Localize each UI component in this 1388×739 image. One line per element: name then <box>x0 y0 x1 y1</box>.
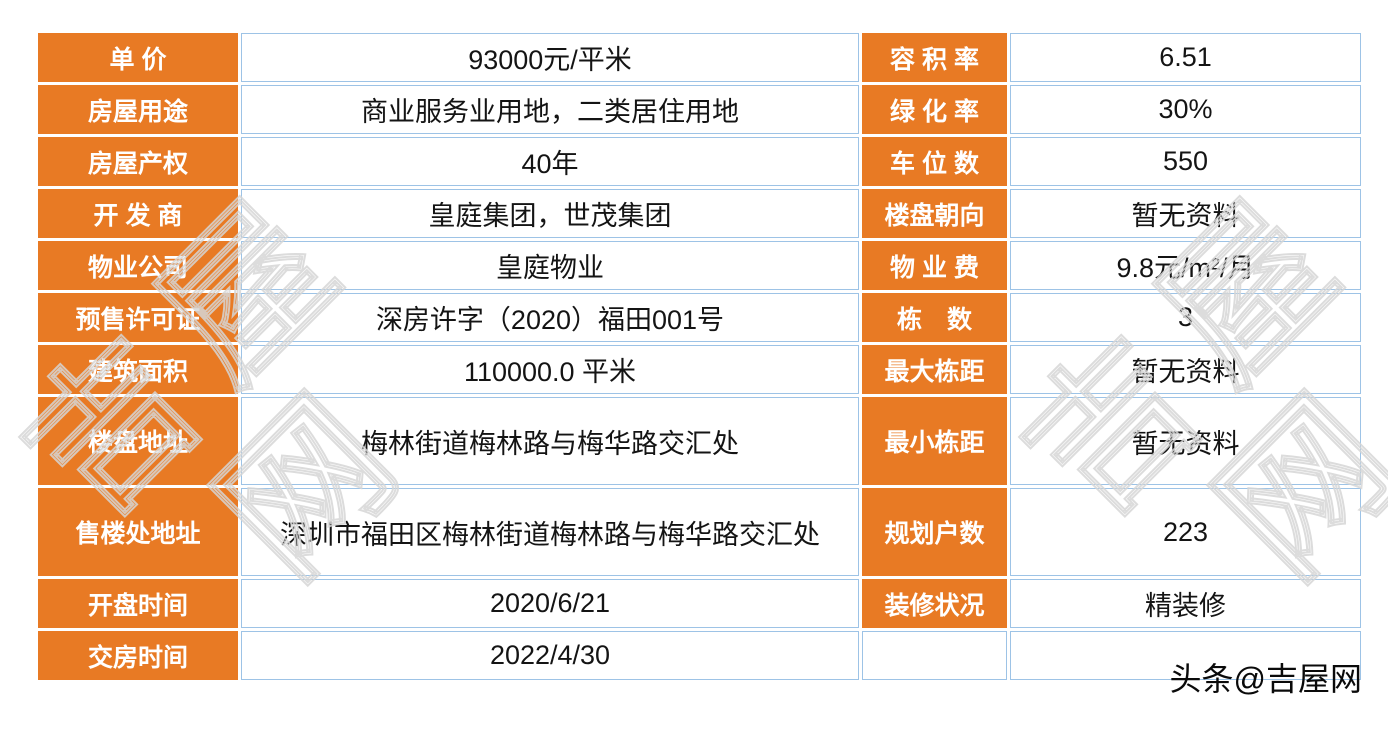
value-cell: 梅林街道梅林路与梅华路交汇处 <box>241 397 859 485</box>
table-row: 预售许可证 深房许字（2020）福田001号 栋 数 3 <box>38 293 1361 342</box>
value-cell: 暂无资料 <box>1010 397 1361 485</box>
value-cell: 93000元/平米 <box>241 33 859 82</box>
table-row: 交房时间 2022/4/30 <box>38 631 1361 680</box>
value-cell: 40年 <box>241 137 859 186</box>
label-cell: 房屋用途 <box>38 85 238 134</box>
label-cell: 售楼处地址 <box>38 488 238 576</box>
value-cell: 9.8元/m²/月 <box>1010 241 1361 290</box>
value-cell: 精装修 <box>1010 579 1361 628</box>
label-cell: 最大栋距 <box>862 345 1007 394</box>
value-cell: 6.51 <box>1010 33 1361 82</box>
label-cell: 装修状况 <box>862 579 1007 628</box>
property-info-table: 单 价 93000元/平米 容 积 率 6.51 房屋用途 商业服务业用地，二类… <box>35 30 1364 683</box>
value-cell: 深圳市福田区梅林街道梅林路与梅华路交汇处 <box>241 488 859 576</box>
value-cell: 皇庭物业 <box>241 241 859 290</box>
label-cell: 楼盘朝向 <box>862 189 1007 238</box>
value-cell: 暂无资料 <box>1010 189 1361 238</box>
label-cell: 最小栋距 <box>862 397 1007 485</box>
label-cell: 车 位 数 <box>862 137 1007 186</box>
label-cell: 规划户数 <box>862 488 1007 576</box>
table-row: 单 价 93000元/平米 容 积 率 6.51 <box>38 33 1361 82</box>
value-cell: 3 <box>1010 293 1361 342</box>
value-cell: 110000.0 平米 <box>241 345 859 394</box>
label-cell: 物 业 费 <box>862 241 1007 290</box>
label-cell: 单 价 <box>38 33 238 82</box>
label-cell: 建筑面积 <box>38 345 238 394</box>
empty-cell <box>1010 631 1361 680</box>
value-cell: 暂无资料 <box>1010 345 1361 394</box>
label-cell: 栋 数 <box>862 293 1007 342</box>
table-row: 房屋产权 40年 车 位 数 550 <box>38 137 1361 186</box>
table-row: 售楼处地址 深圳市福田区梅林街道梅林路与梅华路交汇处 规划户数 223 <box>38 488 1361 576</box>
label-cell: 交房时间 <box>38 631 238 680</box>
label-cell: 房屋产权 <box>38 137 238 186</box>
value-cell: 2022/4/30 <box>241 631 859 680</box>
value-cell: 皇庭集团，世茂集团 <box>241 189 859 238</box>
label-cell: 预售许可证 <box>38 293 238 342</box>
value-cell: 2020/6/21 <box>241 579 859 628</box>
table-row: 开盘时间 2020/6/21 装修状况 精装修 <box>38 579 1361 628</box>
value-cell: 550 <box>1010 137 1361 186</box>
label-cell: 开盘时间 <box>38 579 238 628</box>
table-row: 物业公司 皇庭物业 物 业 费 9.8元/m²/月 <box>38 241 1361 290</box>
source-credit: 头条@吉屋网 <box>1169 661 1363 697</box>
table-row: 建筑面积 110000.0 平米 最大栋距 暂无资料 <box>38 345 1361 394</box>
table-row: 房屋用途 商业服务业用地，二类居住用地 绿 化 率 30% <box>38 85 1361 134</box>
empty-cell <box>862 631 1007 680</box>
table-row: 开 发 商 皇庭集团，世茂集团 楼盘朝向 暂无资料 <box>38 189 1361 238</box>
label-cell: 物业公司 <box>38 241 238 290</box>
value-cell: 30% <box>1010 85 1361 134</box>
label-cell: 容 积 率 <box>862 33 1007 82</box>
label-cell: 绿 化 率 <box>862 85 1007 134</box>
label-cell: 楼盘地址 <box>38 397 238 485</box>
value-cell: 深房许字（2020）福田001号 <box>241 293 859 342</box>
table-row: 楼盘地址 梅林街道梅林路与梅华路交汇处 最小栋距 暂无资料 <box>38 397 1361 485</box>
label-cell: 开 发 商 <box>38 189 238 238</box>
value-cell: 223 <box>1010 488 1361 576</box>
value-cell: 商业服务业用地，二类居住用地 <box>241 85 859 134</box>
